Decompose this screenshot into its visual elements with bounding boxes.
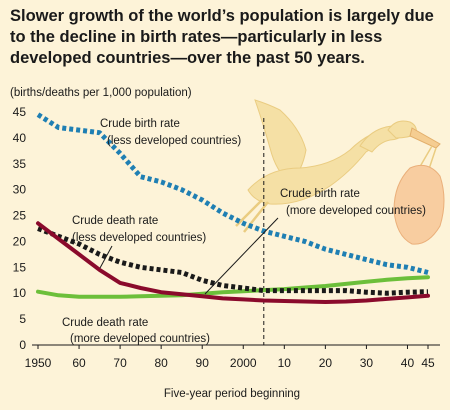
label-death-mdc-line1: Crude death rate bbox=[62, 317, 148, 329]
baby-bundle bbox=[393, 164, 445, 245]
x-tick-2030: 30 bbox=[360, 356, 374, 370]
x-axis-label: Five-year period beginning bbox=[164, 388, 300, 400]
series-line-0 bbox=[36, 112, 429, 275]
label-death-mdc-line2: (more developed countries) bbox=[70, 333, 210, 345]
x-tick-1960: 60 bbox=[72, 356, 86, 370]
stork-illustration bbox=[235, 99, 445, 245]
series-lines bbox=[36, 112, 430, 304]
y-tick-5: 5 bbox=[19, 312, 26, 326]
y-tick-10: 10 bbox=[13, 286, 27, 300]
y-tick-labels: 0 5 10 15 20 25 30 35 40 45 bbox=[13, 105, 27, 352]
label-birth-mdc-line2: (more developed countries) bbox=[286, 205, 426, 217]
y-tick-45: 45 bbox=[13, 105, 27, 119]
x-tick-2045: 45 bbox=[421, 356, 435, 370]
y-tick-40: 40 bbox=[13, 131, 27, 145]
y-tick-30: 30 bbox=[13, 183, 27, 197]
chart-title: Slower growth of the world’s population … bbox=[10, 7, 434, 67]
x-tick-1950: 1950 bbox=[25, 356, 52, 370]
label-death-ldc-line2: (less developed countries) bbox=[72, 232, 206, 244]
label-birth-mdc-line1: Crude birth rate bbox=[280, 188, 360, 200]
x-tick-labels: 1950 60 70 80 90 2000 10 20 30 40 45 bbox=[25, 345, 435, 370]
label-birth-ldc-line2: (less developed countries) bbox=[107, 135, 241, 147]
x-tick-1970: 70 bbox=[113, 356, 127, 370]
label-birth-ldc-line1: Crude birth rate bbox=[100, 118, 180, 130]
leader-birth-mdc bbox=[204, 217, 279, 295]
x-tick-2020: 20 bbox=[319, 356, 333, 370]
stork-legs bbox=[235, 199, 269, 233]
x-tick-1990: 90 bbox=[196, 356, 210, 370]
y-axis-label: (births/deaths per 1,000 population) bbox=[10, 87, 192, 99]
y-tick-35: 35 bbox=[13, 157, 27, 171]
series-line-1 bbox=[37, 226, 429, 296]
label-death-ldc-line1: Crude death rate bbox=[72, 215, 158, 227]
y-tick-25: 25 bbox=[13, 209, 27, 223]
leader-death-ldc bbox=[99, 245, 113, 269]
series-line-3 bbox=[36, 275, 430, 299]
stork-head bbox=[387, 120, 417, 139]
y-tick-0: 0 bbox=[19, 338, 26, 352]
x-tick-1980: 80 bbox=[154, 356, 168, 370]
x-tick-2040: 40 bbox=[401, 356, 415, 370]
x-tick-2010: 10 bbox=[278, 356, 292, 370]
y-tick-20: 20 bbox=[13, 234, 27, 248]
series-line-2 bbox=[36, 221, 430, 304]
y-tick-15: 15 bbox=[13, 260, 27, 274]
stork-beak bbox=[409, 127, 441, 149]
x-tick-2000: 2000 bbox=[230, 356, 257, 370]
